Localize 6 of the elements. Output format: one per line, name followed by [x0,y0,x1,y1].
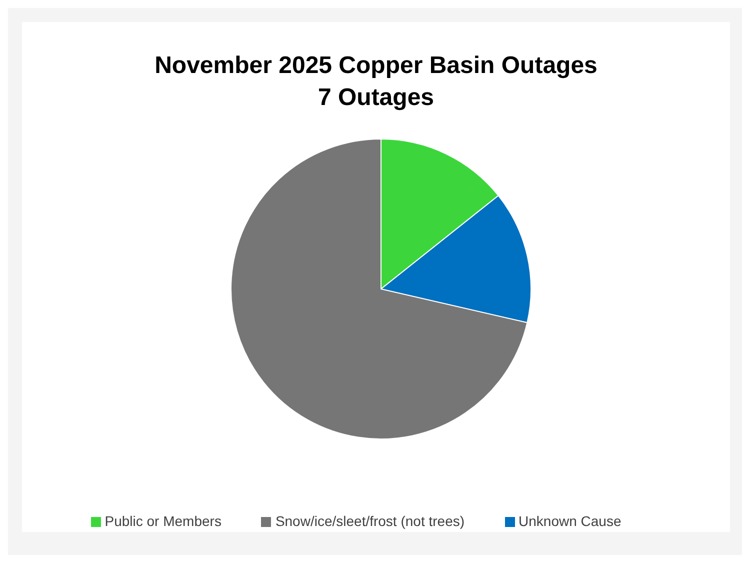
chart-subtitle: 7 Outages [316,83,436,113]
legend-label: Public or Members [104,513,222,529]
legend-label: Snow/ice/sleet/frost (not trees) [275,513,465,529]
pie-slice [230,138,528,440]
chart-title: November 2025 Copper Basin Outages [154,51,598,81]
legend-label: Unknown Cause [518,513,622,529]
